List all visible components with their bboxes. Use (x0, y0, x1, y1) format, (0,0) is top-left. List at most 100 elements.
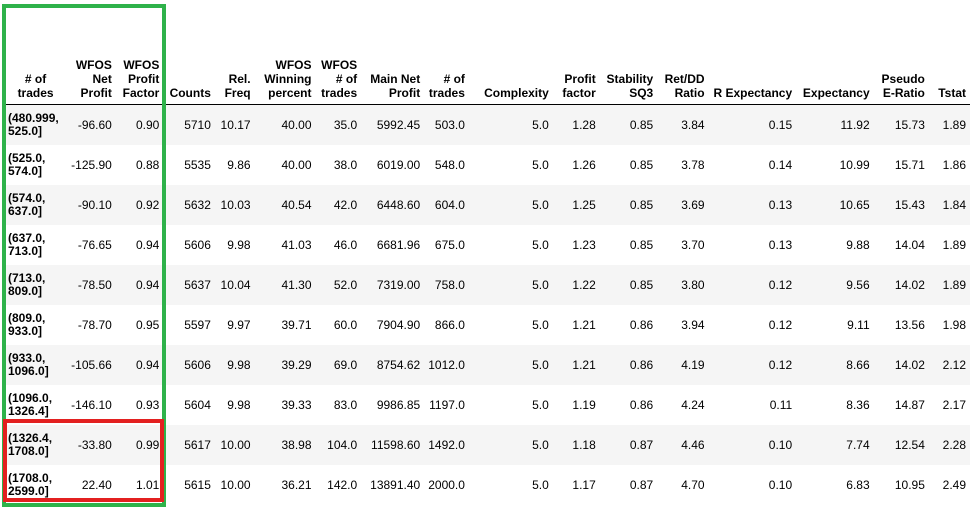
column-header: WFOS Winning percent (254, 4, 316, 105)
table-cell: 1.17 (572, 477, 596, 492)
table-cell: 758.0 (434, 277, 465, 292)
table-cell: 5.0 (532, 277, 549, 292)
table-cell: -90.10 (77, 197, 112, 212)
table-cell: 0.85 (629, 157, 654, 172)
row-index: (1708.0, 2599.0] (8, 470, 53, 498)
table-row: (809.0, 933.0] -78.70 0.95 5597 9.97 39.71 60.… (4, 305, 970, 345)
table-cell: 14.02 (894, 357, 925, 372)
table-cell: 5.0 (532, 157, 549, 172)
table-cell: 15.43 (894, 197, 925, 212)
table-cell: 4.70 (681, 477, 705, 492)
column-header: WFOS # of trades (315, 4, 362, 105)
table-cell: 6019.00 (376, 157, 421, 172)
column-header: WFOS Profit Factor (115, 4, 164, 105)
column-header: Pseudo E-Ratio (873, 4, 929, 105)
table-cell: 10.17 (220, 117, 251, 132)
table-cell: 40.00 (281, 117, 312, 132)
table-cell: 5.0 (532, 317, 549, 332)
table-cell: 0.10 (768, 477, 793, 492)
table-cell: 0.87 (629, 477, 654, 492)
table-cell: 39.33 (281, 397, 312, 412)
table-cell: 8.66 (846, 357, 870, 372)
table-cell: 9.56 (846, 277, 870, 292)
table-cell: 36.21 (281, 477, 312, 492)
table-cell: 41.30 (281, 277, 312, 292)
results-dataframe: # of trades WFOS Net Profit WFOS Profit … (4, 4, 970, 505)
table-cell: 1.89 (942, 237, 966, 252)
table-cell: 12.54 (894, 437, 925, 452)
table-cell: 1.18 (572, 437, 596, 452)
table-row: (1708.0, 2599.0] 22.40 1.01 5615 10.00 36.21 1… (4, 465, 970, 505)
table-cell: 38.98 (281, 437, 312, 452)
table-cell: 2.17 (942, 397, 966, 412)
table-cell: 1.84 (942, 197, 966, 212)
table-cell: 104.0 (327, 437, 358, 452)
column-header: WFOS Net Profit (67, 4, 116, 105)
table-cell: -76.65 (77, 237, 112, 252)
table-cell: 5.0 (532, 437, 549, 452)
table-cell: 5.0 (532, 357, 549, 372)
column-header: Tstat (928, 4, 970, 105)
table-cell: 10.65 (839, 197, 870, 212)
column-header: Expectancy (796, 4, 874, 105)
table-cell: 604.0 (434, 197, 465, 212)
column-header: Counts (163, 4, 215, 105)
table-cell: 0.93 (135, 397, 160, 412)
table-cell: 35.0 (333, 117, 358, 132)
table-cell: 0.94 (135, 277, 160, 292)
table-cell: 4.24 (681, 397, 705, 412)
table-cell: 9986.85 (376, 397, 421, 412)
table-cell: 1.21 (572, 357, 596, 372)
table-cell: 9.98 (227, 237, 251, 252)
table-cell: 13891.40 (370, 477, 421, 492)
table-row: (637.0, 713.0] -76.65 0.94 5606 9.98 41.03 46.… (4, 225, 970, 265)
column-header: R Expectancy (708, 4, 797, 105)
table-cell: 0.85 (629, 277, 654, 292)
table-cell: -78.50 (77, 277, 112, 292)
table-cell: 10.03 (220, 197, 251, 212)
table-cell: 3.84 (681, 117, 705, 132)
column-header: Ret/DD Ratio (657, 4, 709, 105)
column-header: # of trades (424, 4, 469, 105)
table-cell: 39.29 (281, 357, 312, 372)
table-cell: 5.0 (532, 397, 549, 412)
table-cell: 60.0 (333, 317, 358, 332)
table-cell: 5992.45 (376, 117, 421, 132)
table-cell: 0.10 (768, 437, 793, 452)
table-cell: 69.0 (333, 357, 358, 372)
table-row: (1096.0, 1326.4] -146.10 0.93 5604 9.98 39.33… (4, 385, 970, 425)
table-cell: 11598.60 (371, 437, 421, 452)
table-cell: 0.86 (629, 317, 654, 332)
table-cell: 5710 (184, 117, 211, 132)
table-cell: 5637 (184, 277, 211, 292)
table-cell: 6.83 (846, 477, 870, 492)
table-cell: -33.80 (77, 437, 112, 452)
table-cell: 4.46 (681, 437, 705, 452)
table-cell: 1.25 (572, 197, 596, 212)
row-index: (574.0, 637.0] (8, 190, 46, 218)
table-cell: 8754.62 (376, 357, 421, 372)
table-cell: 5606 (184, 357, 211, 372)
table-cell: 1.21 (572, 317, 596, 332)
table-row: (1326.4, 1708.0] -33.80 0.99 5617 10.00 38.98… (4, 424, 970, 465)
table-cell: 0.85 (629, 237, 654, 252)
table-cell: 0.85 (629, 197, 654, 212)
table-cell: 40.00 (281, 157, 312, 172)
table-cell: 5615 (184, 477, 211, 492)
row-index: (809.0, 933.0] (8, 310, 46, 338)
table-cell: 0.12 (768, 277, 793, 292)
table-cell: 1.01 (135, 477, 160, 492)
table-cell: 1.89 (942, 277, 966, 292)
table-cell: 22.40 (81, 477, 112, 492)
table-cell: 0.12 (768, 357, 793, 372)
table-cell: 15.73 (894, 117, 925, 132)
table-cell: 0.85 (629, 117, 654, 132)
table-cell: 2.28 (942, 437, 966, 452)
column-header: Main Net Profit (361, 4, 425, 105)
table-cell: 1.23 (572, 237, 596, 252)
table-cell: 10.95 (894, 477, 925, 492)
table-cell: 866.0 (434, 317, 465, 332)
table-cell: 5597 (184, 317, 211, 332)
table-cell: 13.56 (894, 317, 925, 332)
table-cell: 5.0 (532, 237, 549, 252)
